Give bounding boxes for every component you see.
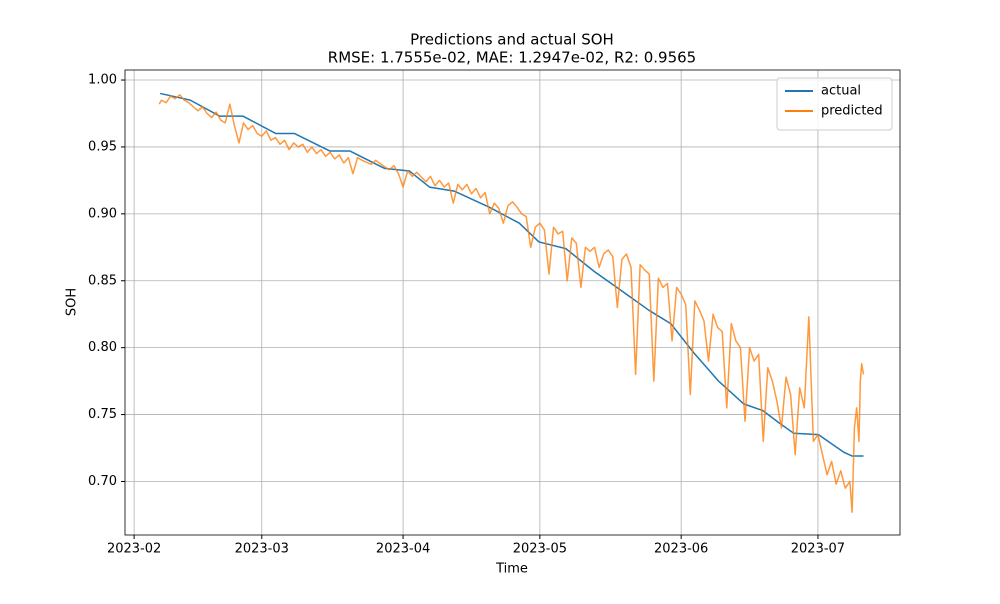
y-tick-label: 0.85 <box>88 273 117 288</box>
chart-subtitle: RMSE: 1.7555e-02, MAE: 1.2947e-02, R2: 0… <box>328 49 696 67</box>
y-tick-label: 1.00 <box>88 73 117 88</box>
legend-label: predicted <box>821 104 883 119</box>
y-axis-label: SOH <box>65 288 80 316</box>
x-tick-label: 2023-02 <box>107 542 161 557</box>
x-axis-label: Time <box>495 562 528 577</box>
y-tick-label: 0.75 <box>88 407 117 422</box>
legend-label: actual <box>821 84 861 99</box>
axes-frame <box>124 69 901 536</box>
y-tick-label: 0.90 <box>88 206 117 221</box>
x-tick-label: 2023-04 <box>376 542 430 557</box>
x-tick-label: 2023-07 <box>791 542 845 557</box>
legend: actual predicted <box>776 77 893 131</box>
x-tick-label: 2023-03 <box>235 542 289 557</box>
series-line <box>158 94 865 513</box>
chart-title: Predictions and actual SOH <box>410 31 614 49</box>
y-tick-label: 0.70 <box>88 474 117 489</box>
x-tick-label: 2023-06 <box>654 542 708 557</box>
x-tick-label: 2023-05 <box>513 542 567 557</box>
y-tick-label: 0.80 <box>88 340 117 355</box>
y-tick-label: 0.95 <box>88 139 117 154</box>
